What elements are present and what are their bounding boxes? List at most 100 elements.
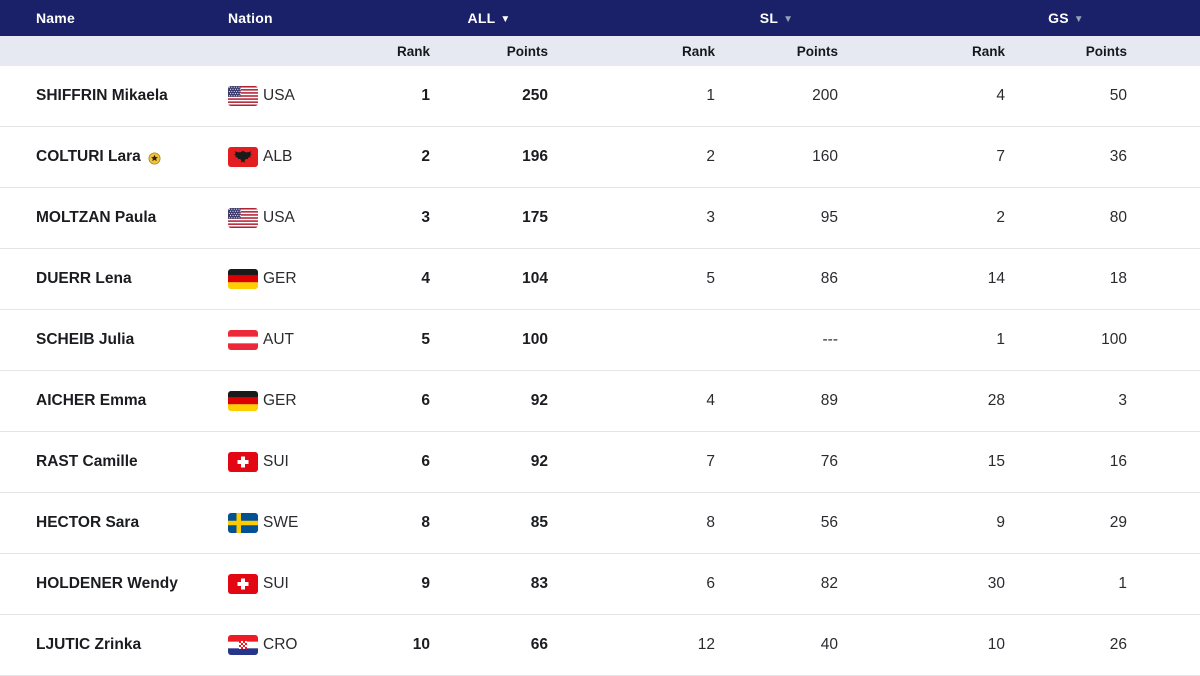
nation-cell: SWE — [222, 513, 352, 533]
athlete-name-text: MOLTZAN Paula — [36, 209, 157, 226]
flag-alb-icon — [228, 147, 258, 167]
gs-points-label: Points — [1085, 43, 1127, 59]
flag-aut-icon — [228, 330, 258, 350]
all-rank-value: 10 — [412, 636, 430, 653]
table-row[interactable]: LJUTIC Zrinka CRO 10 66 12 40 10 26 — [0, 615, 1200, 676]
sl-rank-value: 1 — [706, 87, 715, 104]
all-points-value: 196 — [522, 148, 548, 165]
gs-points-value: 29 — [1109, 514, 1127, 531]
table-row[interactable]: HECTOR Sara SWE 8 85 8 56 9 29 — [0, 493, 1200, 554]
sort-sl-label: SL — [759, 10, 779, 26]
nation-code: SUI — [263, 453, 289, 470]
nation-cell: CRO — [222, 635, 352, 655]
nation-cell: SUI — [222, 452, 352, 472]
gs-rank-value: 28 — [987, 392, 1005, 409]
sl-points-value: 76 — [820, 453, 838, 470]
sl-points-value: 160 — [812, 148, 838, 165]
nation-code: CRO — [263, 636, 298, 653]
athlete-name-text: AICHER Emma — [36, 392, 147, 409]
name-column-header: Name — [36, 10, 75, 26]
nation-code: ALB — [263, 148, 293, 165]
table-body: SHIFFRIN Mikaela USA 1 250 1 200 4 50 COLTURI La… — [0, 66, 1200, 676]
table-row[interactable]: MOLTZAN Paula USA 3 175 3 95 2 80 — [0, 188, 1200, 249]
all-rank-value: 9 — [421, 575, 430, 592]
sl-points-value: 86 — [820, 270, 838, 287]
gs-points-value: 36 — [1109, 148, 1127, 165]
flag-usa-icon — [228, 208, 258, 228]
gs-points-value: 80 — [1109, 209, 1127, 226]
athlete-name-text: DUERR Lena — [36, 270, 132, 287]
gs-rank-label: Rank — [971, 43, 1005, 59]
sl-points-value: 95 — [820, 209, 838, 226]
table-row[interactable]: SHIFFRIN Mikaela USA 1 250 1 200 4 50 — [0, 66, 1200, 127]
all-rank-value: 1 — [421, 87, 430, 104]
all-points-value: 250 — [522, 87, 548, 104]
gs-rank-value: 9 — [996, 514, 1005, 531]
athlete-name: MOLTZAN Paula — [0, 209, 222, 227]
athlete-name: HECTOR Sara — [0, 514, 222, 532]
table-row[interactable]: DUERR Lena GER 4 104 5 86 14 18 — [0, 249, 1200, 310]
all-points-value: 66 — [530, 636, 548, 653]
flag-swe-icon — [228, 513, 258, 533]
athlete-name: HOLDENER Wendy — [0, 575, 222, 593]
sl-rank-value: 6 — [706, 575, 715, 592]
athlete-name-text: HOLDENER Wendy — [36, 575, 178, 592]
nation-code: USA — [263, 209, 295, 226]
sl-rank-value: 2 — [706, 148, 715, 165]
gs-points-value: 18 — [1109, 270, 1127, 287]
athlete-name-text: HECTOR Sara — [36, 514, 140, 531]
flag-sui-icon — [228, 574, 258, 594]
table-row[interactable]: COLTURI Lara ALB 2 196 2 160 7 36 — [0, 127, 1200, 188]
table-row[interactable]: HOLDENER Wendy SUI 9 83 6 82 30 1 — [0, 554, 1200, 615]
flag-ger-icon — [228, 391, 258, 411]
all-rank-value: 5 — [421, 331, 430, 348]
sl-rank-value: 8 — [706, 514, 715, 531]
table-row[interactable]: RAST Camille SUI 6 92 7 76 15 16 — [0, 432, 1200, 493]
gs-rank-value: 14 — [987, 270, 1005, 287]
flag-usa-icon — [228, 86, 258, 106]
all-points-value: 92 — [530, 453, 548, 470]
sort-arrow-all-icon: ▼ — [500, 14, 511, 25]
athlete-name: COLTURI Lara — [0, 148, 222, 166]
all-points-value: 92 — [530, 392, 548, 409]
all-points-value: 104 — [522, 270, 548, 287]
sort-arrow-gs-icon: ▼ — [1073, 14, 1084, 25]
nation-column-header: Nation — [228, 10, 273, 26]
table-subheader-row: Rank Points Rank Points Rank Points — [0, 36, 1200, 66]
sort-gs-label: GS — [1048, 10, 1069, 26]
sort-sl-button[interactable]: SL ▼ — [715, 10, 838, 26]
athlete-name-text: COLTURI Lara — [36, 148, 141, 165]
sort-gs-button[interactable]: GS ▼ — [1005, 10, 1127, 26]
gs-points-value: 50 — [1109, 87, 1127, 104]
nation-cell: GER — [222, 391, 352, 411]
sl-rank-value: 5 — [706, 270, 715, 287]
gs-rank-value: 2 — [996, 209, 1005, 226]
nation-code: GER — [263, 270, 297, 287]
all-points-value: 175 — [522, 209, 548, 226]
all-points-value: 85 — [530, 514, 548, 531]
nation-code: USA — [263, 87, 295, 104]
sort-all-label: ALL — [467, 10, 496, 26]
table-row[interactable]: SCHEIB Julia AUT 5 100 --- 1 100 — [0, 310, 1200, 371]
nation-cell: USA — [222, 208, 352, 228]
sl-points-value: 89 — [820, 392, 838, 409]
all-points-value: 83 — [530, 575, 548, 592]
sl-points-value: 40 — [820, 636, 838, 653]
gs-rank-value: 15 — [987, 453, 1005, 470]
gs-rank-value: 7 — [996, 148, 1005, 165]
all-rank-value: 6 — [421, 392, 430, 409]
sort-all-button[interactable]: ALL ▼ — [430, 10, 548, 26]
nation-code: AUT — [263, 331, 294, 348]
athlete-name: AICHER Emma — [0, 392, 222, 410]
sl-rank-value: 3 — [706, 209, 715, 226]
table-row[interactable]: AICHER Emma GER 6 92 4 89 28 3 — [0, 371, 1200, 432]
flag-ger-icon — [228, 269, 258, 289]
sl-points-value: 56 — [820, 514, 838, 531]
sl-points-label: Points — [796, 43, 838, 59]
all-rank-label: Rank — [396, 43, 430, 59]
gs-points-value: 16 — [1109, 453, 1127, 470]
all-rank-value: 3 — [421, 209, 430, 226]
all-rank-value: 4 — [421, 270, 430, 287]
gs-points-value: 26 — [1109, 636, 1127, 653]
